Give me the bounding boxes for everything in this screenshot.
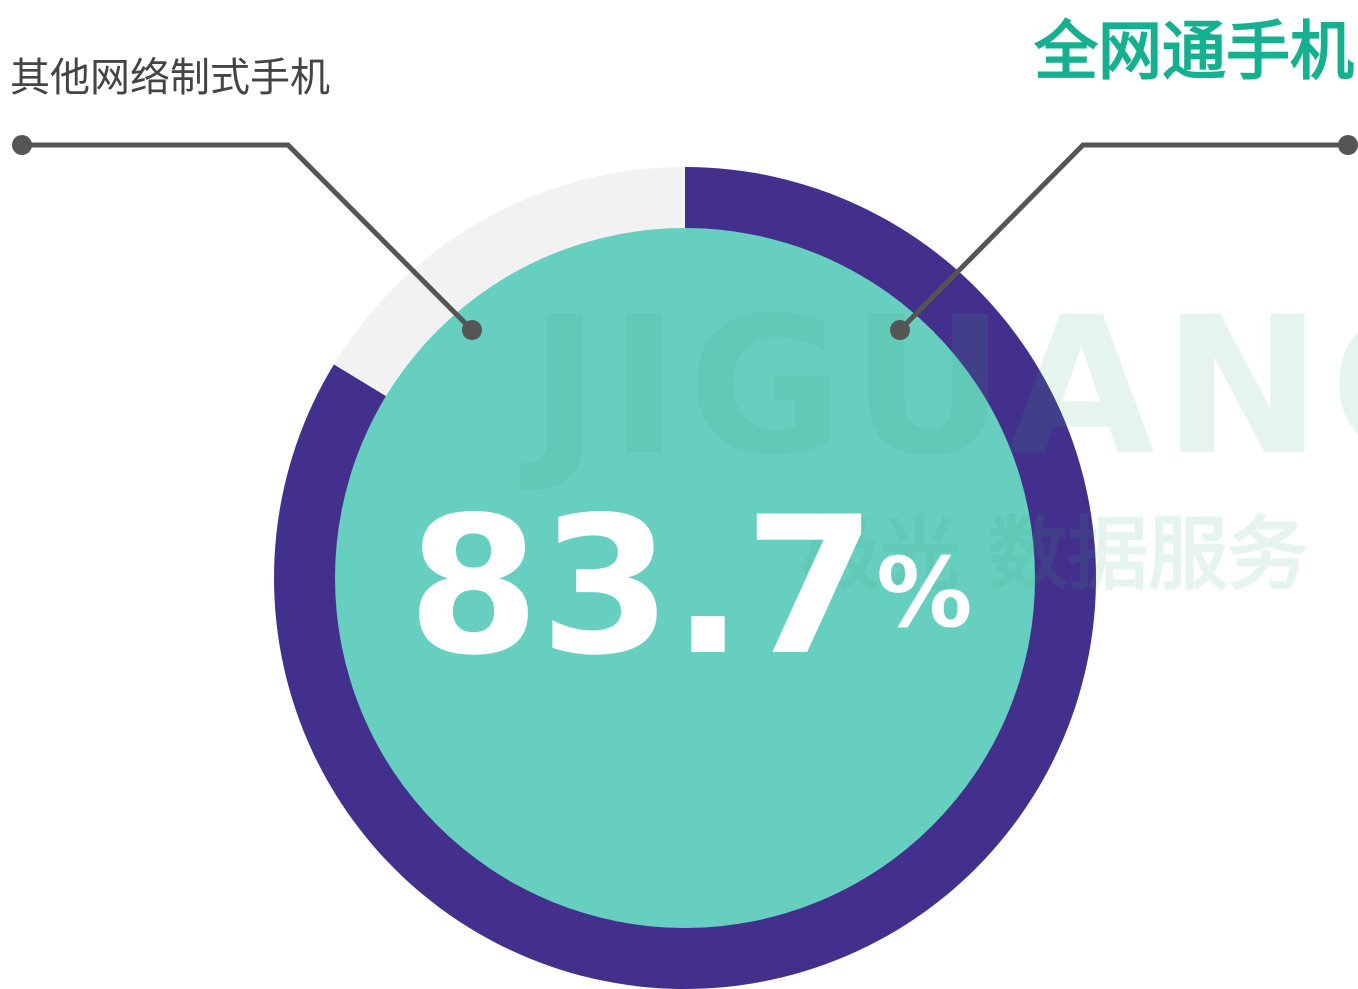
leader-dot: [12, 135, 32, 155]
leader-dot: [890, 320, 910, 340]
watermark: JIGUANG 极光 数据服务: [519, 276, 1358, 601]
leader-lines: [22, 142, 1348, 332]
slice-label: 全网通手机: [1033, 16, 1354, 90]
leader-line: [22, 142, 474, 332]
leader-dots: [12, 135, 1358, 340]
leader-dot: [462, 320, 482, 340]
donut: [274, 167, 1096, 989]
watermark-text: JIGUANG: [519, 276, 1358, 497]
slice-label: 其他网络制式手机: [10, 55, 330, 101]
center-value-label: 83.7%: [408, 476, 973, 697]
leader-line: [898, 142, 1348, 332]
donut-center: [335, 228, 1035, 928]
leader-dot: [1338, 135, 1358, 155]
watermark-text: 极光 数据服务: [800, 508, 1308, 601]
